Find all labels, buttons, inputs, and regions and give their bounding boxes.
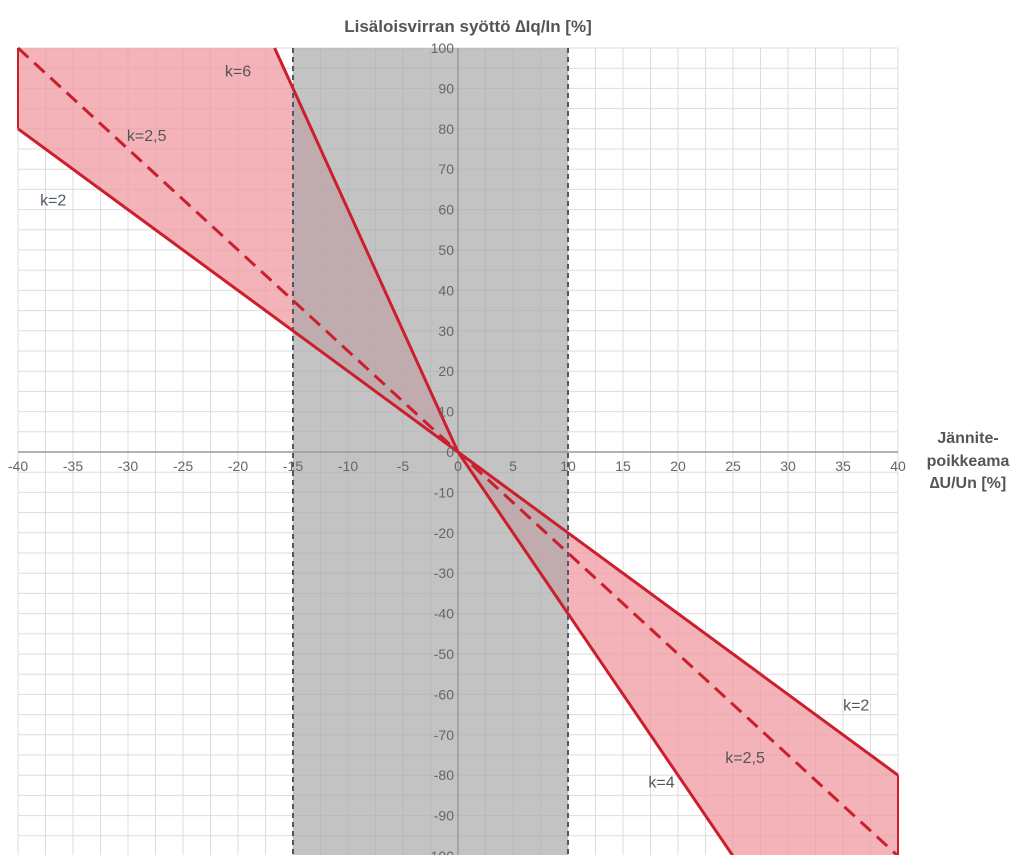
x-tick-label: 25	[725, 458, 741, 474]
x-tick-label: 15	[615, 458, 631, 474]
x-tick-label: 10	[560, 458, 576, 474]
y-tick-label: -30	[434, 565, 454, 581]
x-tick-label: -20	[228, 458, 248, 474]
curve-label: k=4	[648, 774, 674, 791]
x-tick-label: -10	[338, 458, 358, 474]
curve-label: k=2	[40, 193, 66, 210]
x-tick-label: -30	[118, 458, 138, 474]
y-tick-label: -100	[426, 848, 454, 855]
y-tick-label: 60	[438, 202, 454, 218]
tick-labels: -40 -35 -30 -25 -20 -15 -10 -5 0 5 10 15 20 25 30 35 401…	[8, 40, 906, 855]
y-tick-label: 90	[438, 80, 454, 96]
y-tick-label: -50	[434, 646, 454, 662]
x-tick-label: -5	[397, 458, 410, 474]
y-tick-label: -40	[434, 606, 454, 622]
y-tick-label: -10	[434, 484, 454, 500]
series-lines	[16, 46, 900, 855]
x-tick-label: -15	[283, 458, 303, 474]
y-tick-label: 100	[431, 40, 455, 56]
chart-title: Lisäloisvirran syöttö ∆Iq/In [%]	[344, 17, 592, 36]
curve-label: k=2,5	[725, 750, 765, 767]
y-tick-label: 20	[438, 363, 454, 379]
y-tick-label: 10	[438, 404, 454, 420]
series-line-k-6	[273, 47, 460, 453]
y-tick-label: -90	[434, 808, 454, 824]
x-tick-label: 20	[670, 458, 686, 474]
y-tick-label: 70	[438, 161, 454, 177]
x-tick-label: 0	[454, 458, 462, 474]
y-tick-label: -70	[434, 727, 454, 743]
y-tick-label: 80	[438, 121, 454, 137]
y-tick-label: -60	[434, 686, 454, 702]
x-tick-label: -35	[63, 458, 83, 474]
x-axis-label-line3: ∆U/Un [%]	[930, 475, 1006, 492]
x-tick-label: 30	[780, 458, 796, 474]
y-tick-label: 40	[438, 282, 454, 298]
x-tick-label: -25	[173, 458, 193, 474]
x-tick-label: 5	[509, 458, 517, 474]
x-tick-label: 40	[890, 458, 906, 474]
series-line-k-4	[456, 451, 735, 855]
curve-label: k=6	[225, 63, 251, 80]
y-tick-label: 0	[446, 444, 454, 460]
x-axis-label-line1: Jännite-	[937, 430, 998, 447]
curve-label: k=2	[843, 698, 869, 715]
y-tick-label: -80	[434, 767, 454, 783]
y-tick-label: 50	[438, 242, 454, 258]
x-tick-label: 35	[835, 458, 851, 474]
curve-label: k=2,5	[127, 128, 167, 145]
y-tick-label: 30	[438, 323, 454, 339]
y-tick-label: -20	[434, 525, 454, 541]
x-axis-label-line2: poikkeama	[927, 453, 1010, 470]
curve-labels: k=6 k=2,5 k=2 k=2 k=2,5 k=4	[40, 63, 869, 791]
x-tick-label: -40	[8, 458, 28, 474]
